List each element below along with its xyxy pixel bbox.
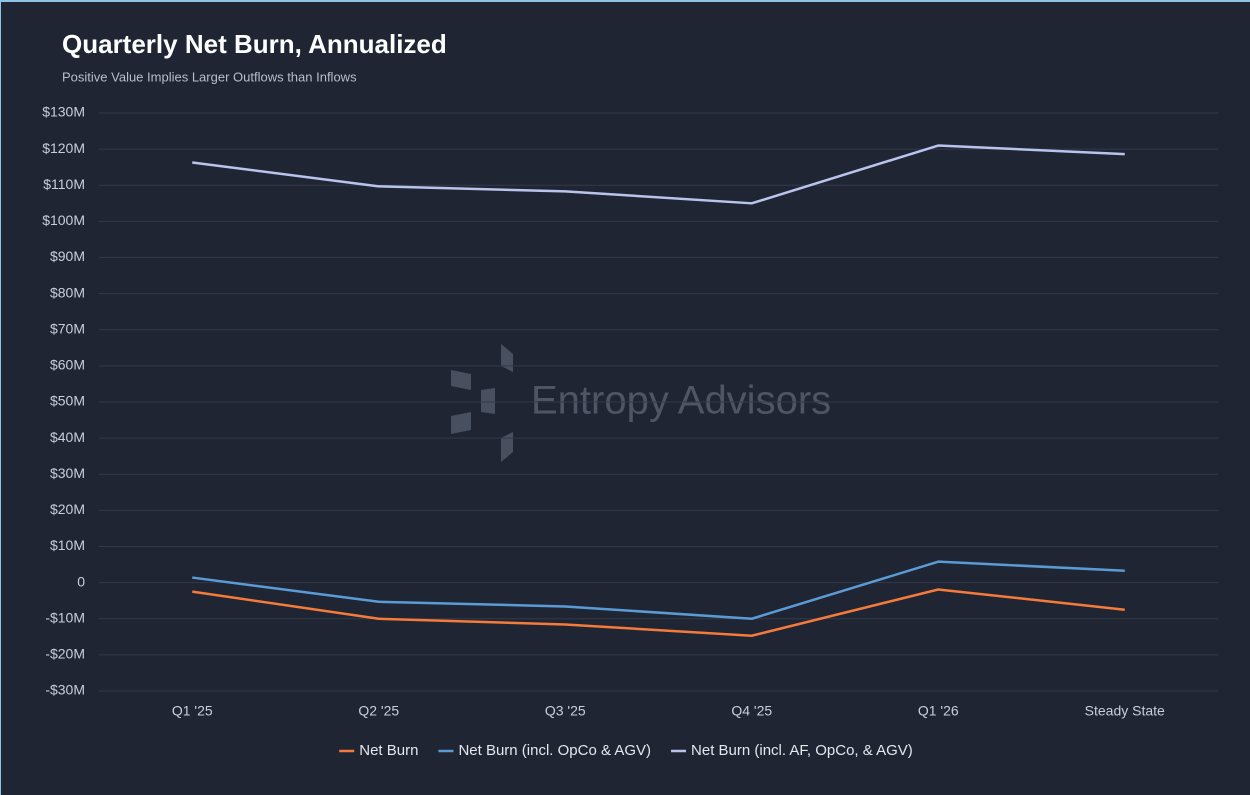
y-tick-label: $50M — [50, 393, 85, 409]
watermark-text: Entropy Advisors — [531, 379, 831, 423]
legend-item: Net Burn (incl. OpCo & AGV) — [438, 742, 651, 759]
series-line — [192, 144, 1125, 205]
x-tick-label: Steady State — [1085, 703, 1165, 719]
y-tick-label: $80M — [50, 284, 85, 300]
y-tick-label: $130M — [42, 104, 85, 120]
legend-item: Net Burn — [339, 742, 418, 759]
x-tick-label: Q4 '25 — [731, 703, 772, 719]
y-tick-label: $90M — [50, 248, 85, 264]
x-tick-label: Q2 '25 — [358, 703, 399, 719]
y-tick-label: -$30M — [45, 682, 85, 698]
y-tick-label: $70M — [50, 320, 85, 336]
y-tick-label: 0 — [77, 573, 85, 589]
chart-title: Quarterly Net Burn, Annualized — [62, 29, 447, 59]
legend-label: Net Burn (incl. AF, OpCo, & AGV) — [691, 742, 913, 759]
chart-subtitle: Positive Value Implies Larger Outflows t… — [62, 69, 357, 84]
y-tick-label: $110M — [43, 176, 85, 192]
y-tick-label: $100M — [42, 212, 85, 228]
x-tick-label: Q1 '25 — [172, 703, 213, 719]
y-tick-label: $40M — [50, 429, 85, 445]
series-line — [192, 560, 1125, 620]
y-tick-label: -$10M — [45, 609, 85, 625]
y-tick-label: $120M — [42, 140, 85, 156]
y-tick-label: $20M — [50, 501, 85, 517]
y-tick-label: $60M — [50, 357, 85, 373]
y-tick-label: $10M — [50, 537, 85, 553]
y-tick-label: -$20M — [45, 646, 85, 662]
legend-label: Net Burn (incl. OpCo & AGV) — [458, 742, 651, 759]
x-tick-label: Q3 '25 — [545, 703, 586, 719]
y-tick-label: $30M — [50, 465, 85, 481]
legend-item: Net Burn (incl. AF, OpCo, & AGV) — [671, 742, 913, 759]
legend-label: Net Burn — [359, 742, 418, 759]
watermark-logo — [451, 344, 513, 462]
x-tick-label: Q1 '26 — [918, 703, 959, 719]
series-line — [192, 588, 1125, 637]
grid — [99, 112, 1218, 692]
